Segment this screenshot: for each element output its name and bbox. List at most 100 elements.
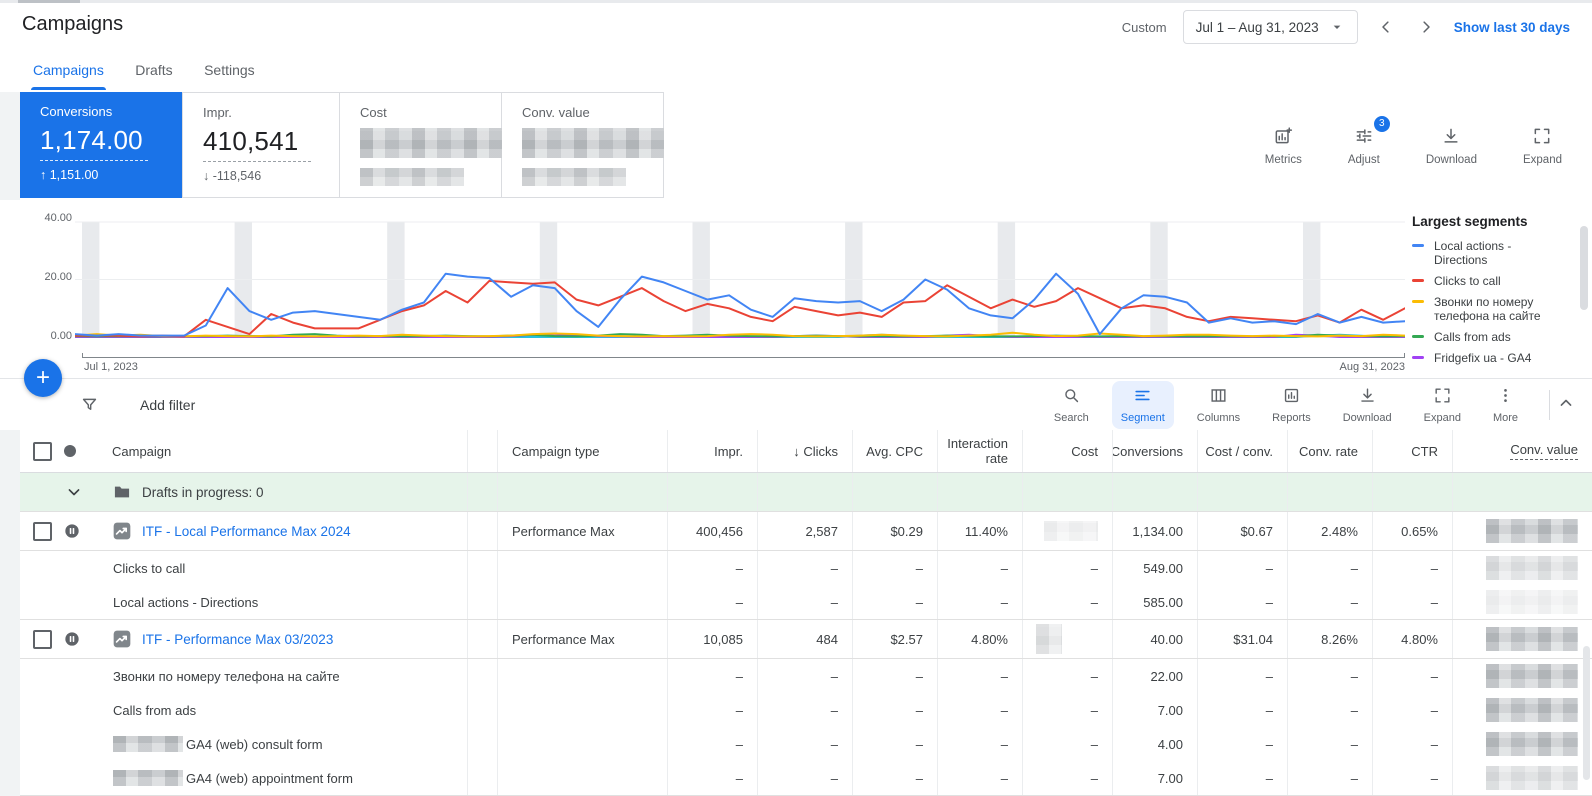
- cell-conv-value: [1452, 512, 1592, 550]
- campaign-name-cell: ITF - Performance Max 03/2023: [96, 620, 467, 658]
- row-status-cell: [64, 727, 96, 761]
- performance-chart[interactable]: [75, 218, 1405, 342]
- paused-status-icon[interactable]: [64, 631, 80, 647]
- tab-drafts[interactable]: Drafts: [135, 62, 173, 78]
- scorecard-conversions[interactable]: Conversions 1,174.00 ↑ 1,151.00: [20, 92, 182, 198]
- toolbar-segment-button[interactable]: Segment: [1111, 380, 1174, 429]
- scorecard-conv-value[interactable]: Conv. value: [502, 92, 672, 198]
- cell-ctr: 4.80%: [1372, 620, 1452, 658]
- cell-cost: [1022, 620, 1112, 658]
- cell-cost-per-conv: $31.04: [1197, 620, 1287, 658]
- column-header-clicks[interactable]: ↓ Clicks: [757, 430, 852, 472]
- table-row-segment: GA4 (web) consult form – – – – –4.00– – –: [20, 727, 1592, 761]
- add-filter-button[interactable]: Add filter: [140, 396, 196, 413]
- redacted-delta: [360, 168, 464, 186]
- redacted-name-block: [113, 736, 183, 752]
- toolbar-button-label: More: [1492, 411, 1518, 424]
- metrics-button[interactable]: Metrics: [1263, 122, 1304, 170]
- adjust-button[interactable]: 3 Adjust: [1346, 116, 1390, 170]
- column-header-cost-conv-[interactable]: Cost / conv.: [1197, 430, 1287, 472]
- column-header-conv-value[interactable]: Conv. value: [1452, 430, 1592, 472]
- expand-button[interactable]: Expand: [1521, 122, 1564, 170]
- cell-cost: –: [1022, 761, 1112, 795]
- download-icon: [1441, 126, 1461, 149]
- toolbar-divider: [1549, 389, 1550, 420]
- redacted-value-block: [1486, 698, 1578, 722]
- scorecard-separator: [40, 160, 148, 161]
- column-header-interaction-rate[interactable]: Interaction rate: [937, 430, 1022, 472]
- y-axis-tick-40: 40.00: [44, 212, 72, 224]
- tab-campaigns[interactable]: Campaigns: [31, 50, 106, 90]
- cell-conv-value: [1452, 693, 1592, 727]
- cell-interaction-rate: 4.80%: [937, 620, 1022, 658]
- legend-item: Clicks to call: [1412, 274, 1592, 288]
- segment-label: GA4 (web) appointment form: [186, 770, 353, 786]
- create-campaign-fab[interactable]: +: [24, 359, 62, 397]
- filter-icon[interactable]: [80, 395, 99, 414]
- toolbar-expand-button[interactable]: Expand: [1415, 381, 1470, 429]
- column-header-conv-rate[interactable]: Conv. rate: [1287, 430, 1372, 472]
- column-header-ctr[interactable]: CTR: [1372, 430, 1452, 472]
- download-icon: [1358, 386, 1377, 408]
- legend-scrollbar[interactable]: [1580, 226, 1588, 310]
- paused-status-icon[interactable]: [64, 523, 80, 539]
- legend-title: Largest segments: [1412, 214, 1528, 229]
- column-header-cost[interactable]: Cost: [1022, 430, 1112, 472]
- row-select-cell: [20, 551, 64, 585]
- vertical-scrollbar[interactable]: [1583, 646, 1590, 780]
- row-checkbox[interactable]: [32, 521, 52, 541]
- scorecard-separator: [203, 161, 311, 162]
- column-header-avg-cpc[interactable]: Avg. CPC: [852, 430, 937, 472]
- toolbar-reports-button[interactable]: Reports: [1263, 381, 1320, 429]
- show-last-30-days-link[interactable]: Show last 30 days: [1453, 19, 1570, 35]
- group-collapse-chevron[interactable]: [64, 482, 84, 502]
- horizontal-scrollbar-thumb[interactable]: [18, 0, 80, 3]
- chart-action-buttons: Metrics 3 Adjust Download Expand: [664, 92, 1592, 200]
- scorecard-impr-[interactable]: Impr. 410,541 ↓ -118,546: [182, 92, 340, 198]
- toolbar-columns-button[interactable]: Columns: [1188, 381, 1249, 429]
- cell-conv-rate: –: [1287, 551, 1372, 585]
- select-all-checkbox[interactable]: [32, 441, 52, 461]
- previous-period-button[interactable]: [1374, 15, 1398, 39]
- group-empty-cell: [1022, 473, 1112, 511]
- next-period-button[interactable]: [1414, 15, 1438, 39]
- campaign-link[interactable]: ITF - Performance Max 03/2023: [142, 631, 334, 647]
- horizontal-scrollbar[interactable]: [0, 0, 1592, 3]
- column-header-conversions[interactable]: Conversions: [1112, 430, 1197, 472]
- column-header-impr-[interactable]: Impr.: [667, 430, 757, 472]
- cell-conversions: 7.00: [1112, 693, 1197, 727]
- segment-label: Calls from ads: [113, 702, 197, 718]
- cell-clicks: –: [757, 693, 852, 727]
- row-checkbox[interactable]: [32, 629, 52, 649]
- row-select-cell: [20, 727, 64, 761]
- campaign-type-cell: [497, 761, 667, 795]
- scorecard-cost[interactable]: Cost: [340, 92, 510, 198]
- cell-ctr: –: [1372, 761, 1452, 795]
- column-header-campaign[interactable]: Campaign: [96, 430, 467, 472]
- date-range-dropdown[interactable]: Jul 1 – Aug 31, 2023: [1182, 10, 1358, 44]
- cell-conversions: 585.00: [1112, 585, 1197, 619]
- scorecards: Conversions 1,174.00 ↑ 1,151.00 Impr. 410,54…: [20, 92, 672, 200]
- row-status-cell: [64, 620, 96, 658]
- tab-settings[interactable]: Settings: [204, 62, 255, 78]
- cell-ctr: –: [1372, 585, 1452, 619]
- cell-interaction-rate: –: [937, 761, 1022, 795]
- column-header-spacer[interactable]: [467, 430, 497, 472]
- toolbar-more-button[interactable]: More: [1484, 381, 1527, 429]
- toolbar-download-button[interactable]: Download: [1334, 381, 1401, 429]
- segment-label-cell: Local actions - Directions: [96, 585, 467, 619]
- download-button[interactable]: Download: [1424, 122, 1479, 170]
- cell-interaction-rate: –: [937, 727, 1022, 761]
- toolbar-button-label: Reports: [1272, 411, 1311, 424]
- cell-cost: –: [1022, 727, 1112, 761]
- collapse-table-button[interactable]: [1554, 391, 1578, 418]
- column-header-campaign-type[interactable]: Campaign type: [497, 430, 667, 472]
- legend-label: Local actions - Directions: [1434, 239, 1512, 267]
- campaign-link[interactable]: ITF - Local Performance Max 2024: [142, 523, 351, 539]
- table-row-campaign: ITF - Performance Max 03/2023 Performance…: [20, 619, 1592, 659]
- toolbar-search-button[interactable]: Search: [1045, 381, 1098, 429]
- cell-ctr: –: [1372, 551, 1452, 585]
- legend-swatch: [1412, 300, 1424, 303]
- cell-avg-cpc: –: [852, 551, 937, 585]
- cell-avg-cpc: –: [852, 585, 937, 619]
